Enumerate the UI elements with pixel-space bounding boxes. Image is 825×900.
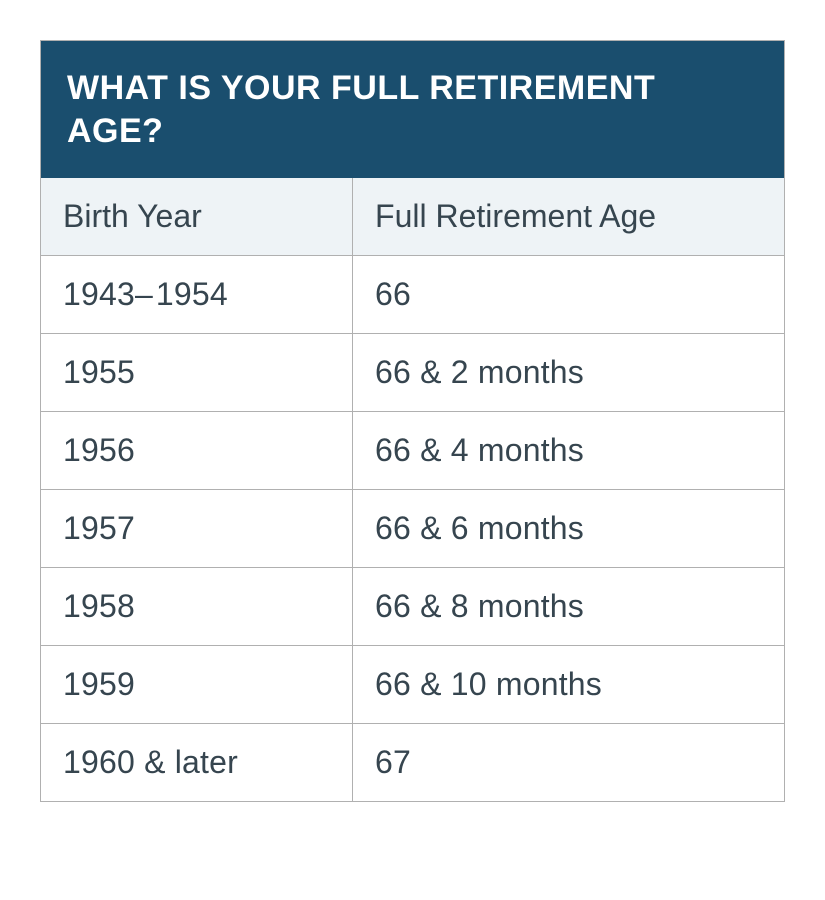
- table-body: 1943– 1954 66 1955 66 & 2 months 1956 66…: [41, 256, 784, 801]
- cell-retirement-age: 66 & 2 months: [353, 334, 784, 411]
- cell-birth-year: 1959: [41, 646, 353, 723]
- table-title: WHAT IS YOUR FULL RETIREMENT AGE?: [41, 41, 784, 178]
- cell-retirement-age: 66: [353, 256, 784, 333]
- cell-birth-year: 1943– 1954: [41, 256, 353, 333]
- cell-retirement-age: 66 & 8 months: [353, 568, 784, 645]
- cell-birth-year: 1960 & later: [41, 724, 353, 801]
- cell-retirement-age: 66 & 4 months: [353, 412, 784, 489]
- table-row: 1956 66 & 4 months: [41, 412, 784, 490]
- table-header-row: Birth Year Full Retirement Age: [41, 178, 784, 256]
- cell-birth-year: 1958: [41, 568, 353, 645]
- table-row: 1957 66 & 6 months: [41, 490, 784, 568]
- column-header-birth-year: Birth Year: [41, 178, 353, 255]
- table-row: 1943– 1954 66: [41, 256, 784, 334]
- cell-retirement-age: 66 & 6 months: [353, 490, 784, 567]
- cell-birth-year: 1956: [41, 412, 353, 489]
- table-row: 1955 66 & 2 months: [41, 334, 784, 412]
- cell-retirement-age: 66 & 10 months: [353, 646, 784, 723]
- retirement-age-table: WHAT IS YOUR FULL RETIREMENT AGE? Birth …: [40, 40, 785, 802]
- table-row: 1958 66 & 8 months: [41, 568, 784, 646]
- table-row: 1959 66 & 10 months: [41, 646, 784, 724]
- column-header-retirement-age: Full Retirement Age: [353, 178, 784, 255]
- cell-birth-year: 1955: [41, 334, 353, 411]
- table-row: 1960 & later 67: [41, 724, 784, 801]
- cell-retirement-age: 67: [353, 724, 784, 801]
- cell-birth-year: 1957: [41, 490, 353, 567]
